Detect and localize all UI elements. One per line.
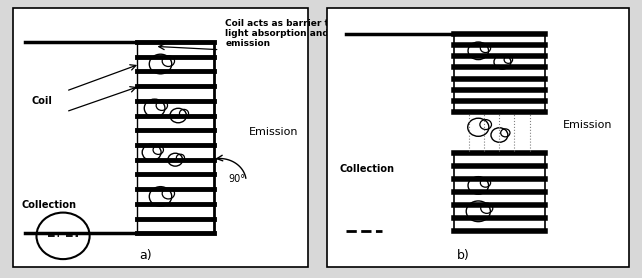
FancyBboxPatch shape — [13, 8, 308, 267]
Text: Coil acts as barrier to
light absorption and
emission: Coil acts as barrier to light absorption… — [225, 19, 336, 48]
Text: a): a) — [139, 249, 152, 262]
Text: b): b) — [457, 249, 469, 262]
Text: 90°: 90° — [229, 174, 245, 184]
Text: Emission: Emission — [249, 127, 299, 137]
Text: Emission: Emission — [563, 120, 612, 130]
Text: Collection: Collection — [340, 164, 394, 174]
FancyBboxPatch shape — [327, 8, 629, 267]
Text: Collection: Collection — [22, 200, 76, 210]
Text: Coil: Coil — [32, 96, 53, 106]
